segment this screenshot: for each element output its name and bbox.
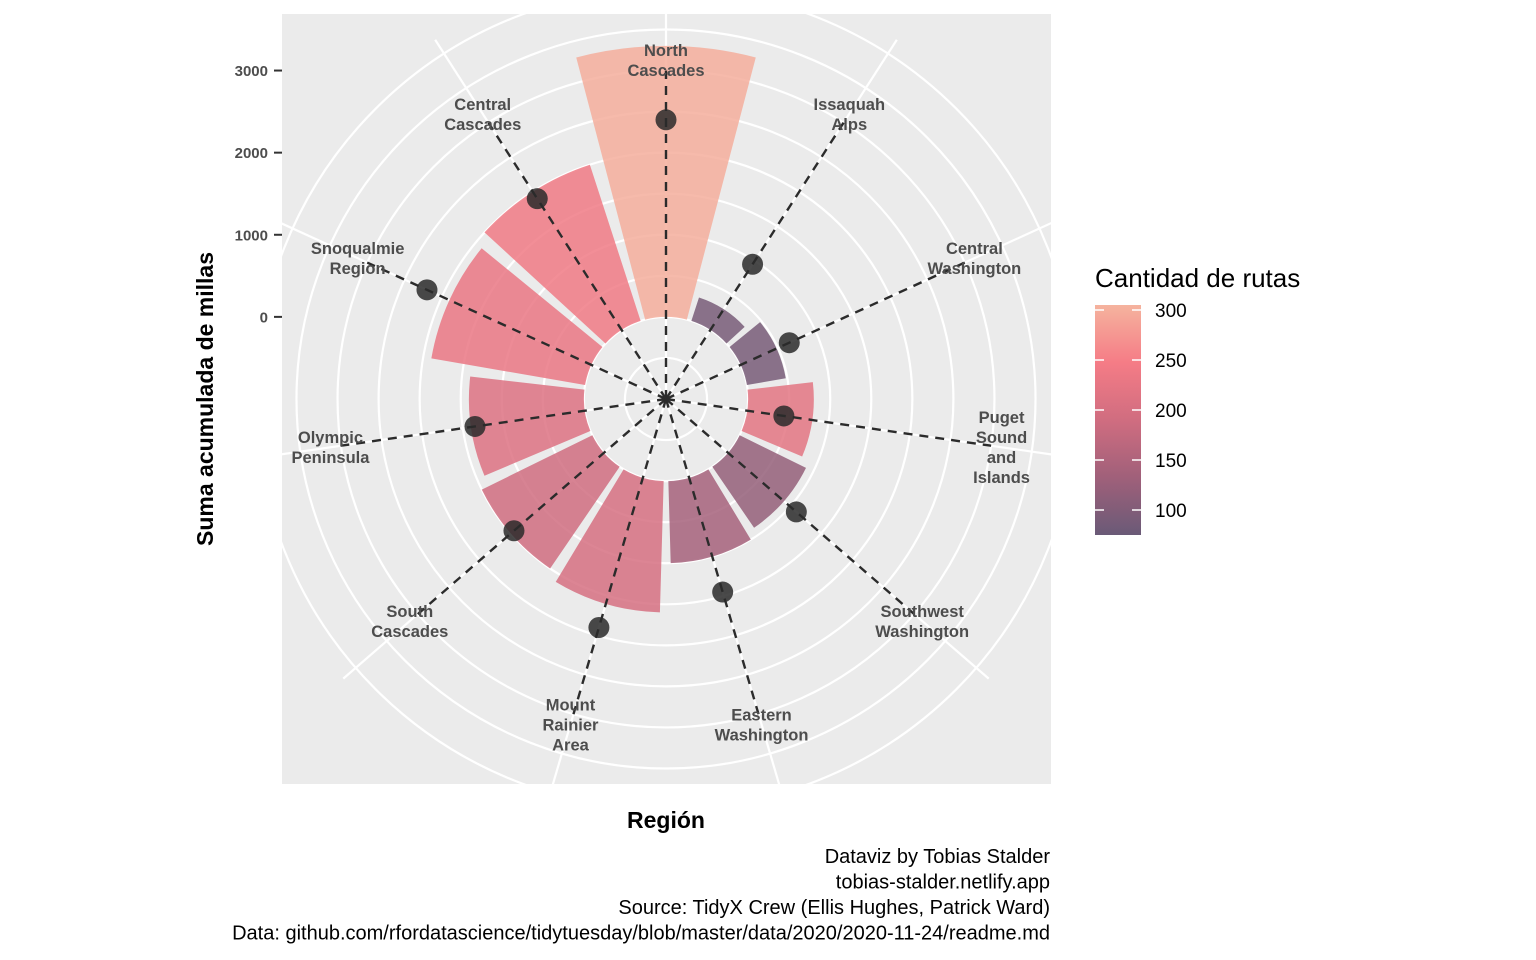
point-puget-sound-and-islands: [773, 405, 795, 427]
category-label-olympic-peninsula: Olympic Peninsula: [291, 429, 370, 467]
legend: Cantidad de rutas 100 150 200 250 300: [1095, 263, 1300, 535]
bar-mount-rainier-area: [555, 469, 664, 613]
category-label-north-cascades: North Cascades: [627, 42, 704, 80]
y-tick-label: 0: [260, 309, 268, 326]
point-central-cascades: [526, 188, 548, 210]
category-label-line: Alps: [831, 116, 867, 134]
y-tick-label: 3000: [235, 63, 268, 80]
category-label-line: Snoqualmie: [311, 240, 405, 258]
category-label-line: Cascades: [371, 623, 448, 641]
caption-line: tobias-stalder.netlify.app: [836, 872, 1050, 894]
legend-tick-label: 200: [1155, 401, 1187, 422]
guide-south-cascades: [416, 398, 667, 616]
category-label-line: and: [987, 449, 1016, 467]
caption: Dataviz by Tobias Stalder tobias-stalder.…: [232, 846, 1050, 945]
caption-line: Source: TidyX Crew (Ellis Hughes, Patric…: [618, 897, 1050, 919]
category-label-line: Puget: [979, 409, 1025, 427]
category-label-line: Washington: [875, 623, 969, 641]
category-label-line: Cascades: [444, 116, 521, 134]
y-axis-title: Suma acumulada de millas: [192, 252, 218, 546]
point-issaquah-alps: [742, 253, 764, 275]
category-label-line: Washington: [927, 260, 1021, 278]
x-axis-title: Región: [627, 807, 705, 833]
guide-snoqualmie-region: [366, 261, 667, 401]
category-label-line: Region: [330, 260, 386, 278]
category-label-south-cascades: South Cascades: [371, 603, 448, 641]
guide-central-washington: [665, 261, 966, 401]
category-label-mount-rainier-area: Mount Rainier Area: [543, 696, 600, 754]
category-label-line: Eastern: [731, 706, 792, 724]
point-south-cascades: [503, 520, 525, 542]
bar-eastern-washington: [668, 469, 751, 564]
bar-issaquah-alps: [691, 297, 745, 344]
category-label-line: Issaquah: [814, 96, 886, 114]
legend-ticks: 100 150 200 250 300: [1095, 301, 1187, 522]
category-label-line: Islands: [973, 469, 1030, 487]
legend-tick-label: 250: [1155, 351, 1187, 372]
legend-tick-label: 150: [1155, 451, 1187, 472]
guide-olympic-peninsula: [340, 397, 667, 447]
category-label-line: Sound: [976, 429, 1027, 447]
category-label-snoqualmie-region: Snoqualmie Region: [311, 240, 405, 278]
legend-colorbar: [1095, 305, 1141, 535]
bar-southwest-washington: [712, 435, 807, 528]
point-north-cascades: [655, 109, 677, 131]
bar-olympic-peninsula: [468, 376, 591, 476]
category-label-line: Area: [552, 736, 590, 754]
point-central-washington: [778, 332, 800, 354]
category-label-line: South: [386, 603, 433, 621]
y-axis: 0 1000 2000 3000: [235, 63, 282, 326]
category-labels: North Cascades Issaquah Alps Central Washingt…: [291, 42, 1030, 754]
y-tick-label: 2000: [235, 145, 268, 162]
category-label-puget-sound-and-islands: Puget Sound and Islands: [973, 409, 1030, 487]
guide-puget-sound-and-islands: [665, 397, 992, 447]
points: [416, 109, 807, 638]
category-label-line: Peninsula: [291, 449, 370, 467]
category-label-central-cascades: Central Cascades: [444, 96, 521, 134]
category-label-line: Central: [454, 96, 511, 114]
category-label-central-washington: Central Washington: [927, 240, 1021, 278]
category-label-line: North: [644, 42, 688, 60]
category-label-issaquah-alps: Issaquah Alps: [814, 96, 886, 134]
category-label-line: Cascades: [627, 62, 704, 80]
category-label-line: Washington: [715, 726, 809, 744]
guide-eastern-washington: [664, 398, 760, 715]
caption-line: Data: github.com/rfordatascience/tidytue…: [232, 923, 1050, 945]
category-label-line: Rainier: [543, 716, 600, 734]
point-eastern-washington: [712, 581, 734, 603]
category-label-line: Olympic: [298, 429, 363, 447]
legend-title: Cantidad de rutas: [1095, 263, 1300, 293]
bar-central-washington: [729, 322, 786, 385]
y-tick-label: 1000: [235, 227, 268, 244]
point-snoqualmie-region: [416, 279, 438, 301]
point-southwest-washington: [785, 501, 807, 523]
category-label-eastern-washington: Eastern Washington: [715, 706, 809, 744]
guide-mount-rainier-area: [572, 398, 668, 715]
category-label-line: Mount: [546, 696, 596, 714]
category-label-southwest-washington: Southwest Washington: [875, 603, 969, 641]
caption-line: Dataviz by Tobias Stalder: [825, 846, 1051, 868]
point-mount-rainier-area: [588, 616, 610, 638]
category-label-line: Southwest: [880, 603, 964, 621]
legend-tick-label: 100: [1155, 501, 1187, 522]
legend-tick-label: 300: [1155, 301, 1187, 322]
point-olympic-peninsula: [464, 415, 486, 437]
guide-central-cascades: [487, 122, 668, 400]
category-label-line: Central: [946, 240, 1003, 258]
